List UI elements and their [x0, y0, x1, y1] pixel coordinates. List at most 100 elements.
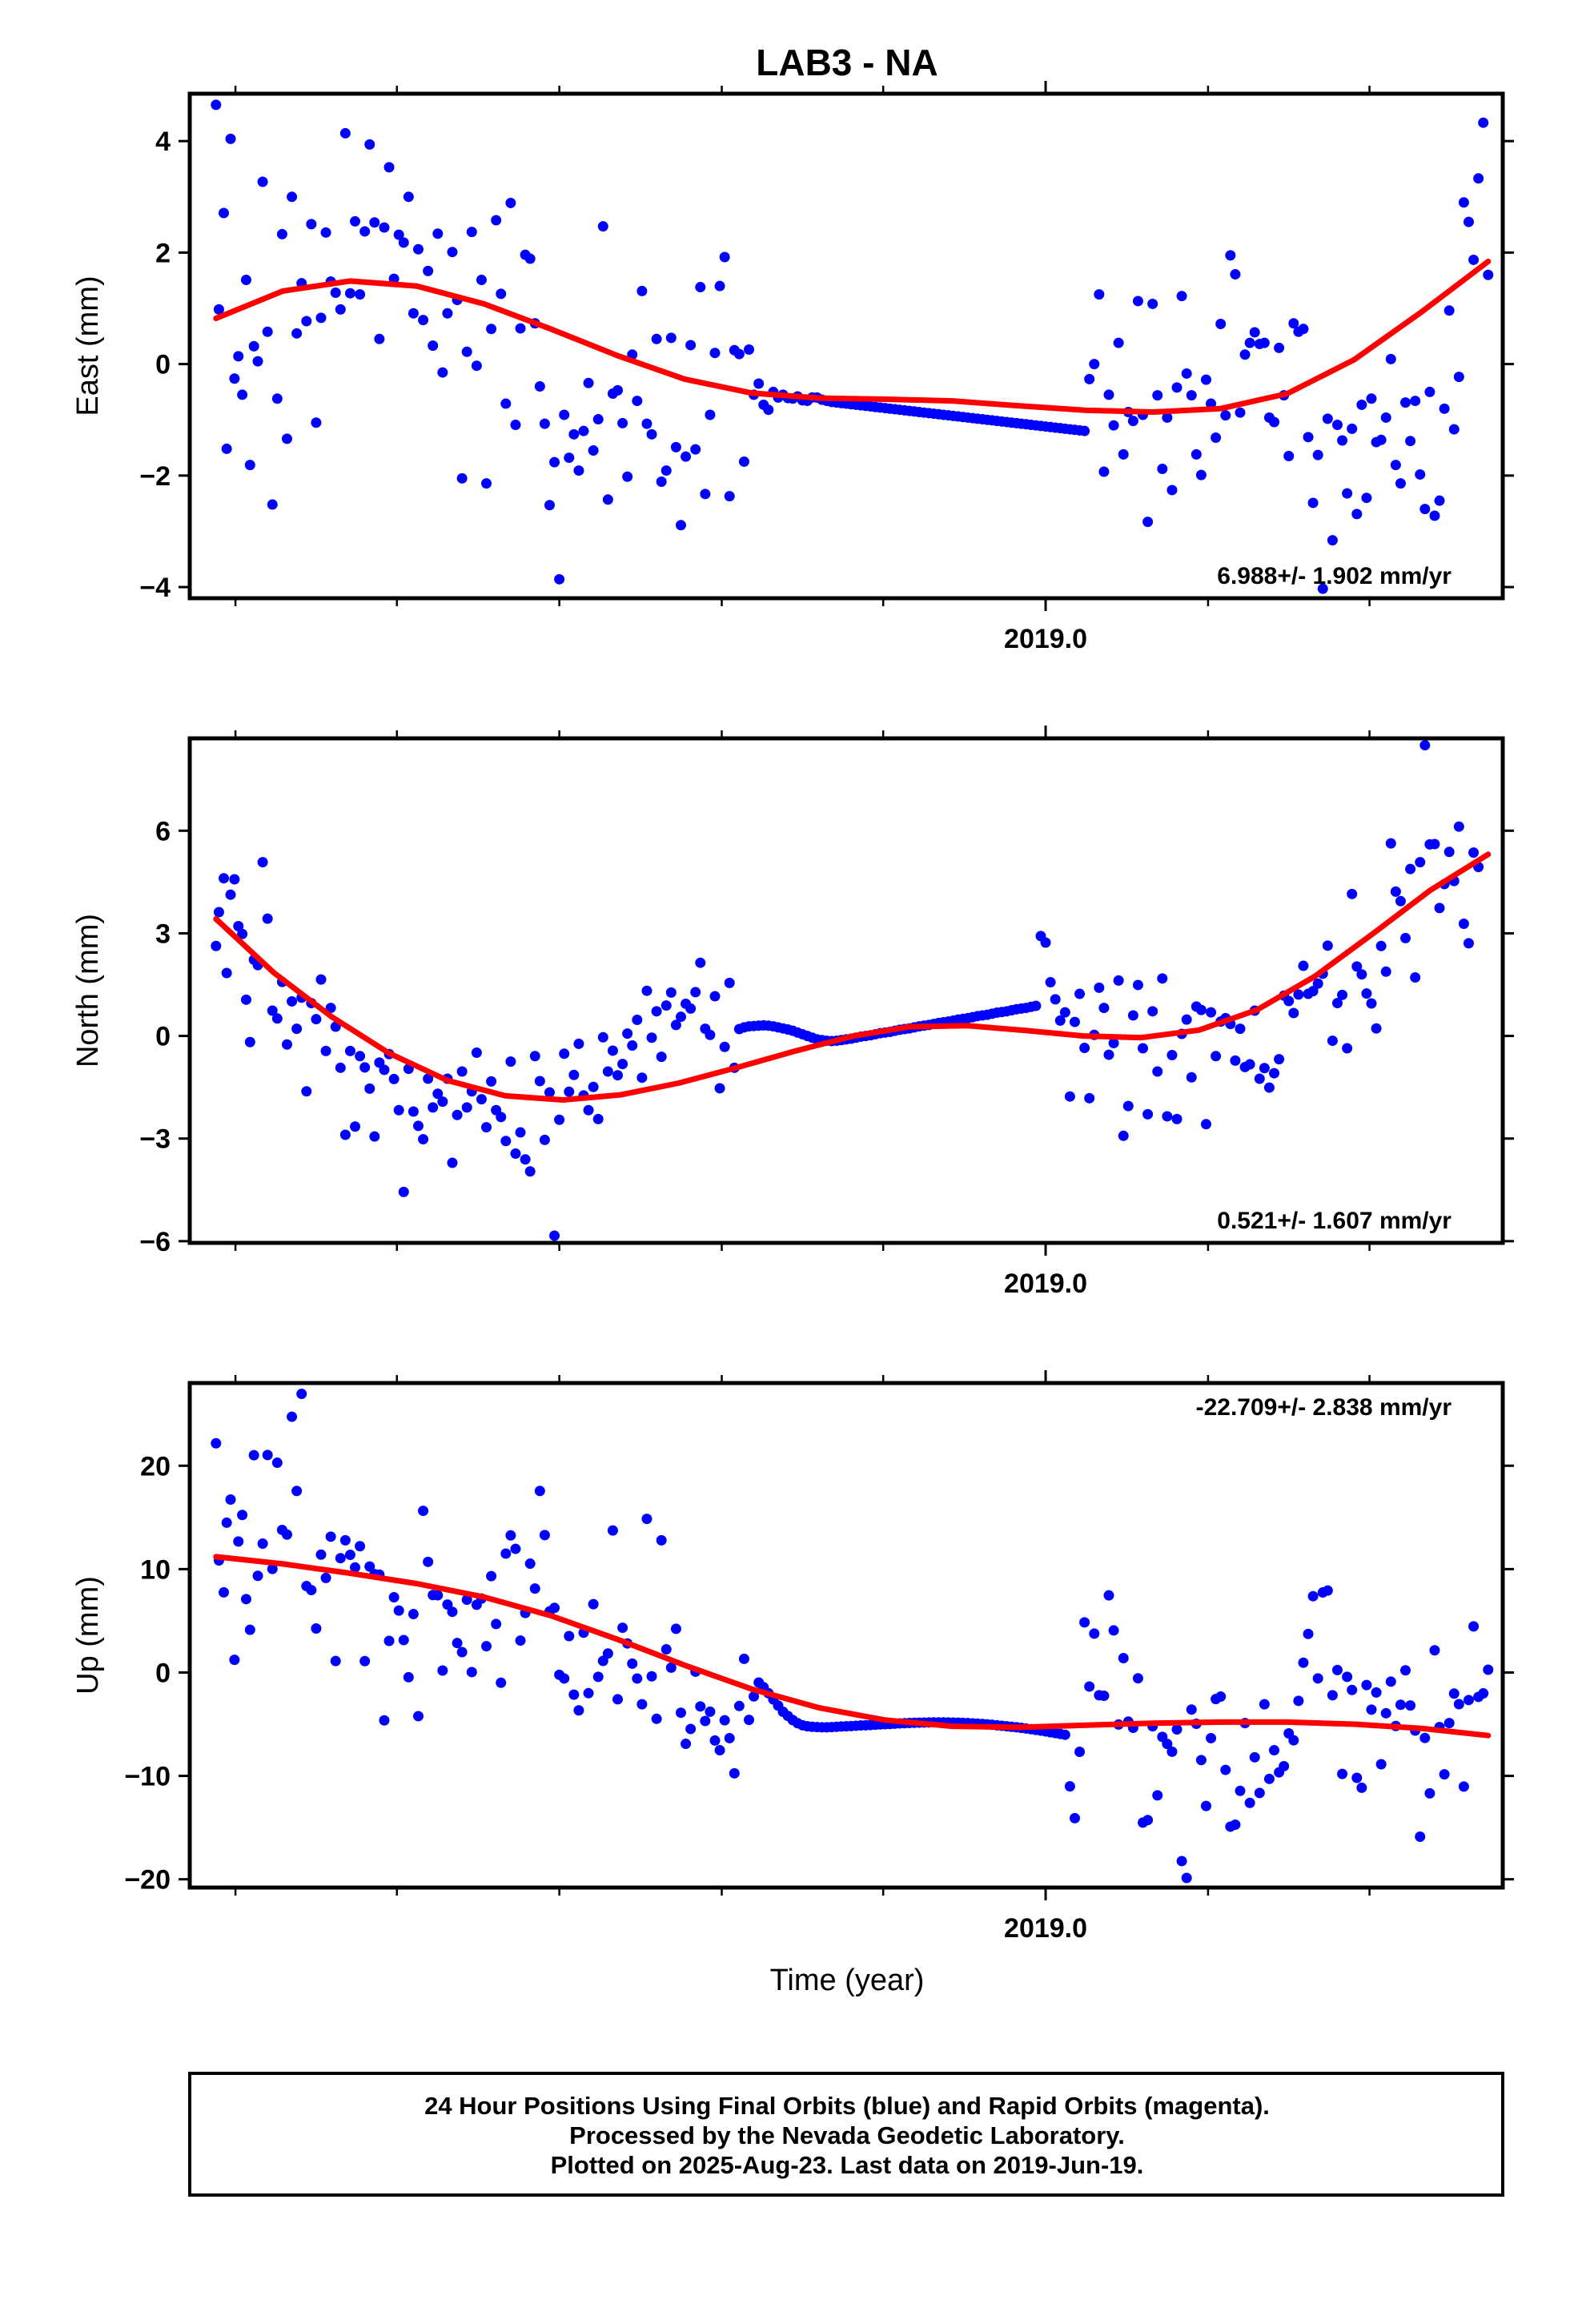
- y-tick-label: −3: [139, 1124, 171, 1155]
- data-point: [505, 1530, 516, 1541]
- data-point: [393, 229, 404, 240]
- x-tick-label: 2019.0: [1004, 1913, 1087, 1944]
- data-point: [1235, 1023, 1246, 1035]
- data-point: [1453, 1699, 1464, 1710]
- data-point: [374, 333, 385, 344]
- data-point: [1380, 1707, 1391, 1719]
- data-point: [257, 857, 268, 868]
- data-point: [481, 478, 492, 489]
- data-point: [1220, 410, 1231, 421]
- data-point: [267, 499, 278, 510]
- data-point: [1410, 396, 1421, 407]
- data-point: [564, 1630, 575, 1642]
- y-tick-label: −10: [124, 1762, 171, 1792]
- data-point: [320, 227, 331, 238]
- data-point: [641, 418, 652, 429]
- data-point: [592, 1113, 604, 1124]
- data-point: [1463, 938, 1474, 949]
- data-point: [423, 1073, 434, 1084]
- data-point: [1468, 847, 1480, 858]
- data-point: [1225, 250, 1236, 261]
- data-point: [1244, 1059, 1255, 1070]
- data-point: [534, 380, 545, 392]
- data-point: [617, 417, 628, 428]
- data-point: [1235, 407, 1246, 418]
- data-point: [695, 1701, 706, 1712]
- y-tick-label: 20: [140, 1451, 171, 1482]
- footer-box: [188, 2072, 1504, 2197]
- data-point: [564, 1086, 575, 1097]
- data-point: [549, 1230, 560, 1241]
- data-point: [359, 1655, 371, 1667]
- data-point: [476, 275, 487, 286]
- data-point: [1434, 495, 1445, 506]
- data-point: [461, 1102, 472, 1113]
- data-point: [1206, 1007, 1217, 1018]
- data-point: [709, 348, 721, 359]
- data-point: [244, 1624, 255, 1635]
- data-point: [1331, 1664, 1343, 1675]
- data-point: [301, 316, 312, 327]
- data-point: [515, 323, 526, 334]
- data-point: [213, 907, 224, 918]
- data-point: [1059, 1729, 1070, 1740]
- data-point: [393, 1605, 404, 1616]
- data-point: [534, 1486, 545, 1497]
- data-point: [1118, 448, 1129, 460]
- rate-annotation: 6.988+/- 1.902 mm/yr: [1217, 563, 1452, 589]
- data-point: [690, 987, 701, 998]
- data-point: [505, 1056, 516, 1068]
- data-point: [724, 1732, 735, 1743]
- data-point: [471, 360, 482, 372]
- data-point: [315, 974, 327, 985]
- data-point: [1380, 966, 1391, 977]
- plot-frame: [187, 1381, 1505, 1890]
- data-point: [1045, 977, 1056, 988]
- data-point: [466, 227, 477, 238]
- data-point: [1419, 740, 1431, 751]
- data-point: [408, 1106, 419, 1117]
- data-point: [257, 1538, 268, 1549]
- data-point: [510, 1543, 521, 1554]
- data-point: [1166, 1746, 1178, 1757]
- data-point: [665, 1662, 677, 1673]
- data-point: [447, 1606, 458, 1618]
- data-point: [442, 308, 453, 319]
- data-point: [1118, 1653, 1129, 1664]
- data-point: [500, 1548, 512, 1559]
- data-point: [1162, 1739, 1173, 1750]
- data-point: [452, 1109, 463, 1120]
- data-point: [510, 420, 521, 431]
- data-point: [554, 1114, 565, 1125]
- data-point: [1375, 940, 1387, 951]
- data-point: [1483, 1664, 1494, 1675]
- data-point: [1171, 1723, 1182, 1735]
- data-point: [675, 1707, 686, 1719]
- data-point: [344, 1550, 355, 1561]
- y-tick-label: 0: [155, 1658, 171, 1688]
- data-point: [383, 162, 395, 173]
- y-tick-label: −6: [139, 1227, 171, 1257]
- data-point: [1084, 373, 1095, 384]
- data-point: [1337, 989, 1348, 1000]
- data-point: [549, 456, 560, 468]
- data-point: [225, 133, 236, 144]
- data-point: [1069, 1812, 1080, 1823]
- fit-curve: [213, 1554, 1492, 1739]
- data-point: [1186, 1704, 1197, 1715]
- data-point: [229, 1655, 240, 1666]
- data-point: [724, 977, 735, 988]
- data-point: [481, 1641, 492, 1652]
- data-point: [1298, 1657, 1309, 1668]
- data-point: [729, 1767, 740, 1779]
- data-point: [544, 1087, 555, 1098]
- data-point: [656, 1051, 667, 1063]
- y-axis-label: East (mm): [71, 275, 105, 416]
- data-point: [364, 1561, 375, 1572]
- data-point: [524, 1166, 536, 1177]
- data-point: [1098, 1003, 1110, 1014]
- data-point: [1288, 1007, 1299, 1019]
- data-point: [1079, 1043, 1090, 1054]
- data-point: [1419, 504, 1431, 515]
- data-point: [1347, 1684, 1358, 1695]
